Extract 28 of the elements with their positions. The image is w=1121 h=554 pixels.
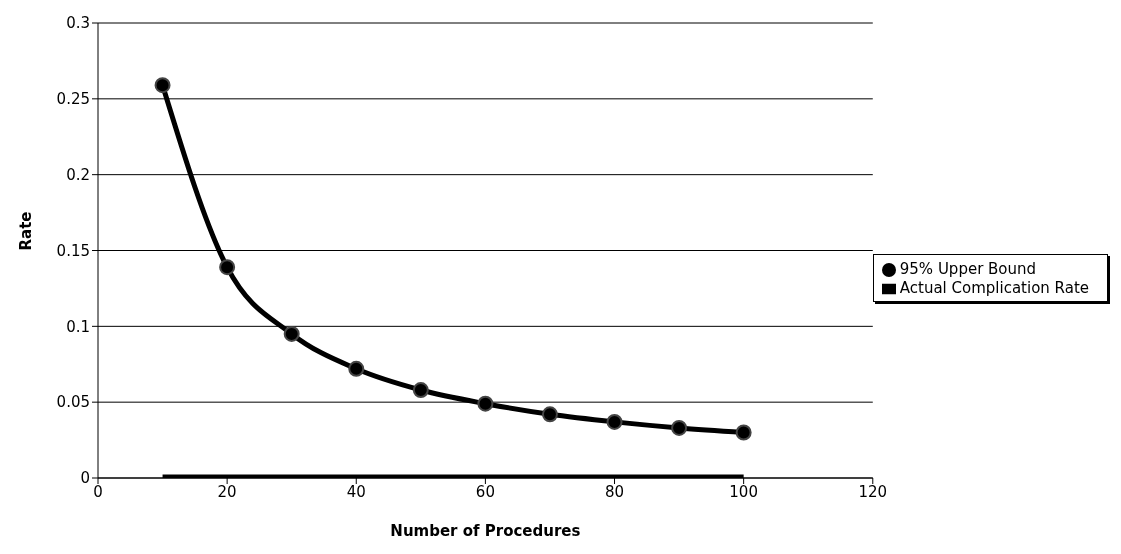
point	[348, 360, 365, 377]
legend-label: Actual Complication Rate	[899, 279, 1089, 297]
y-axis-title: Rate	[17, 211, 36, 251]
y-tick-label: 0.05	[56, 393, 90, 412]
point	[219, 259, 236, 276]
x-tick-label: 40	[346, 482, 366, 501]
legend-label: 95% Upper Bound	[899, 260, 1037, 278]
point	[477, 395, 494, 412]
y-tick-label: 0.2	[66, 165, 90, 184]
point	[412, 382, 429, 399]
point	[671, 419, 688, 436]
y-tick-label: 0.15	[56, 241, 90, 260]
x-axis-title: Number of Procedures	[390, 522, 581, 540]
x-tick-label: 20	[217, 482, 237, 501]
point	[735, 424, 752, 441]
y-tick-label: 0.1	[66, 317, 90, 336]
point	[541, 406, 558, 423]
point	[154, 77, 171, 94]
x-tick-label: 0	[93, 482, 103, 501]
x-tick-label: 60	[475, 482, 495, 501]
point	[606, 413, 623, 430]
y-tick-label: 0.3	[66, 14, 90, 33]
x-tick-label: 80	[604, 482, 625, 501]
y-tick-label: 0	[80, 469, 90, 488]
point	[283, 325, 300, 342]
x-tick-label: 120	[858, 482, 888, 501]
x-tick-label: 100	[729, 482, 758, 501]
y-tick-label: 0.25	[56, 90, 90, 109]
